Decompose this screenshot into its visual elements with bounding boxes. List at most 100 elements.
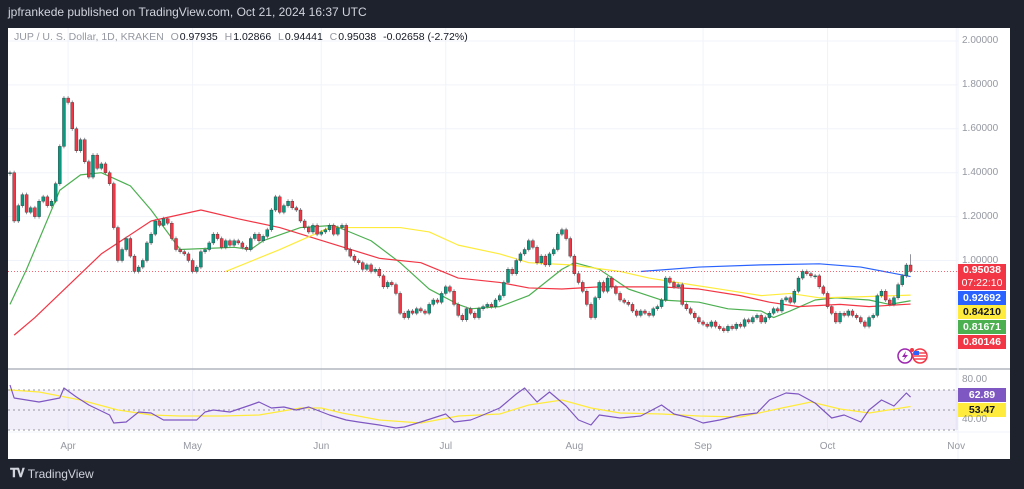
candle-down bbox=[178, 249, 182, 252]
candle-up bbox=[53, 183, 58, 202]
candle-down bbox=[888, 299, 892, 305]
candle-down bbox=[240, 242, 245, 248]
candle-down bbox=[377, 269, 382, 277]
moving-average-line bbox=[640, 263, 911, 278]
candle-down bbox=[747, 319, 751, 323]
time-tick-label: Jul bbox=[439, 441, 453, 452]
candle-down bbox=[369, 264, 373, 272]
candle-down bbox=[850, 310, 855, 316]
candle-down bbox=[585, 291, 589, 305]
candle-down bbox=[610, 277, 614, 288]
candle-up bbox=[556, 233, 560, 250]
candle-up bbox=[224, 240, 228, 248]
candle-down bbox=[643, 310, 647, 314]
tv-logo-icon: 𝐓𝐕 bbox=[10, 466, 25, 480]
open-label: O bbox=[170, 31, 179, 43]
candle-up bbox=[664, 277, 668, 301]
candle-down bbox=[302, 220, 307, 228]
candle-up bbox=[651, 308, 655, 316]
candle-down bbox=[66, 97, 70, 103]
candle-down bbox=[45, 196, 50, 206]
candle-down bbox=[842, 312, 846, 316]
candle-down bbox=[112, 183, 116, 228]
candle-down bbox=[456, 304, 460, 316]
price-tick-label: 1.20000 bbox=[962, 210, 999, 222]
candle-down bbox=[817, 275, 821, 288]
candle-down bbox=[854, 315, 859, 318]
candle-down bbox=[128, 238, 133, 257]
candle-down bbox=[821, 286, 826, 294]
candle-down bbox=[688, 308, 693, 314]
candle-down bbox=[410, 310, 415, 314]
candle-up bbox=[365, 264, 369, 270]
candle-up bbox=[248, 238, 253, 250]
candle-up bbox=[593, 297, 597, 318]
candle-down bbox=[228, 240, 232, 246]
candle-up bbox=[477, 308, 481, 318]
symbol-title[interactable]: JUP / U. S. Dollar, 1D, KRAKEN bbox=[14, 31, 164, 43]
candle-up bbox=[261, 236, 265, 241]
candle-down bbox=[423, 310, 427, 314]
candle-down bbox=[390, 282, 394, 285]
candle-down bbox=[70, 102, 74, 129]
candle-down bbox=[489, 304, 494, 307]
candle-down bbox=[107, 172, 112, 184]
candle-up bbox=[726, 326, 730, 331]
candle-up bbox=[539, 255, 543, 263]
candle-up bbox=[120, 249, 124, 261]
candle-up bbox=[527, 240, 531, 250]
change-value: -0.02658 (-2.72%) bbox=[383, 31, 468, 43]
candle-down bbox=[788, 297, 792, 303]
notification-dot bbox=[910, 348, 914, 352]
candle-down bbox=[394, 284, 398, 294]
candle-up bbox=[755, 315, 759, 318]
high-label: H bbox=[224, 31, 233, 43]
candle-down bbox=[33, 207, 37, 217]
candle-up bbox=[415, 308, 419, 314]
candle-down bbox=[165, 218, 170, 224]
candle-down bbox=[730, 326, 734, 329]
candle-down bbox=[103, 163, 108, 173]
candle-up bbox=[734, 323, 738, 329]
candle-down bbox=[452, 291, 456, 305]
candle-up bbox=[37, 201, 41, 217]
high-value: 1.02866 bbox=[233, 31, 272, 43]
price-tick-label: 1.60000 bbox=[962, 122, 999, 134]
ma-red-label: 0.80146 bbox=[958, 335, 1006, 349]
candle-down bbox=[244, 247, 249, 250]
candle-up bbox=[751, 317, 755, 323]
candle-up bbox=[431, 299, 435, 305]
candle-down bbox=[759, 315, 763, 323]
candle-up bbox=[485, 304, 489, 307]
candle-down bbox=[157, 220, 162, 226]
candle-up bbox=[767, 312, 772, 318]
candle-down bbox=[294, 207, 299, 211]
candle-down bbox=[564, 229, 568, 239]
candle-down bbox=[680, 284, 684, 305]
candle-up bbox=[904, 264, 909, 277]
symbol-legend: JUP / U. S. Dollar, 1D, KRAKEN O0.97935 … bbox=[14, 31, 469, 43]
candle-up bbox=[547, 253, 552, 266]
candle-down bbox=[332, 225, 336, 235]
candle-down bbox=[348, 249, 352, 257]
candle-up bbox=[892, 297, 896, 305]
last-price-label: 0.95038 07:22:10 bbox=[958, 264, 1006, 290]
candle-down bbox=[908, 264, 913, 272]
ma-green-label: 0.81671 bbox=[958, 320, 1006, 334]
candle-up bbox=[211, 233, 216, 244]
candle-up bbox=[518, 253, 523, 261]
candle-down bbox=[344, 225, 348, 250]
candle-up bbox=[16, 205, 20, 222]
candle-down bbox=[87, 161, 91, 178]
candle-down bbox=[352, 255, 357, 261]
tradingview-logo[interactable]: 𝐓𝐕 TradingView bbox=[10, 466, 94, 481]
us-flag-icon bbox=[914, 351, 919, 355]
candle-up bbox=[199, 251, 203, 268]
moving-average-line bbox=[13, 209, 911, 336]
candle-up bbox=[195, 266, 199, 272]
candle-down bbox=[290, 201, 294, 209]
candle-up bbox=[709, 321, 714, 327]
candle-down bbox=[12, 172, 16, 222]
candle-up bbox=[282, 205, 286, 213]
